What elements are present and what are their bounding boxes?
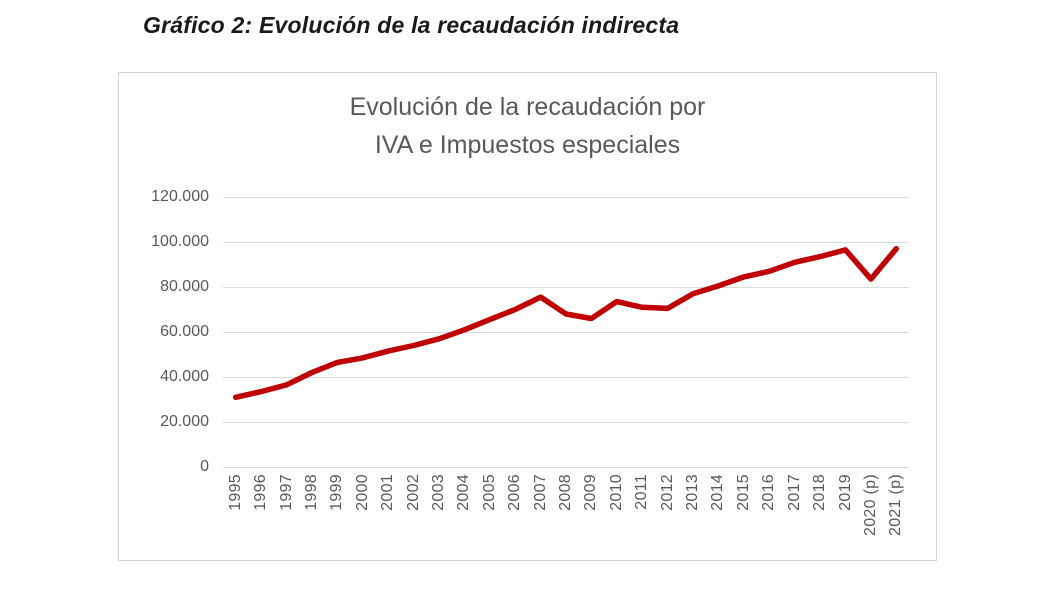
- x-axis-tick-label: 2005: [480, 474, 498, 511]
- x-axis: 1995 1996 1997 1998 1999 2000 2001 2002 2003 2004…: [223, 474, 909, 559]
- gridline: [223, 467, 909, 468]
- x-axis-tick-label: 2012: [658, 474, 676, 511]
- x-axis-tick-label: 2014: [709, 474, 727, 511]
- x-axis-tick-label: 2020 (p): [861, 474, 879, 536]
- x-axis-tick-label: 1999: [328, 474, 346, 511]
- y-axis-tick-label: 0: [200, 458, 209, 475]
- x-axis-tick-label: 2003: [430, 474, 447, 511]
- plot-area: [223, 197, 909, 468]
- x-axis-tick-label: 2016: [760, 474, 778, 511]
- chart-title-line-2: IVA e Impuestos especiales: [374, 131, 681, 159]
- x-axis-tick-label: 2018: [811, 474, 829, 511]
- x-axis-tick-label: 2002: [404, 474, 422, 511]
- gridline: [223, 287, 909, 288]
- gridline: [223, 197, 909, 198]
- y-axis-tick-label: 20.000: [160, 413, 209, 430]
- gridline: [223, 377, 909, 378]
- x-axis-tick-label: 2004: [455, 474, 473, 511]
- x-axis-tick-label: 2010: [607, 474, 625, 511]
- x-axis-tick-label: 2009: [582, 474, 600, 511]
- data-line-layer: [232, 245, 900, 401]
- x-axis-tick-label: 1997: [277, 474, 295, 511]
- x-axis-tick-label: 2013: [684, 474, 701, 511]
- x-axis-tick-label: 1996: [252, 474, 270, 511]
- x-axis-tick-label: 2001: [379, 474, 397, 511]
- x-axis-tick-label: 2006: [506, 474, 524, 511]
- x-axis-tick-label: 2019: [836, 474, 854, 511]
- y-axis-tick-label: 80.000: [160, 278, 209, 295]
- gridline: [223, 242, 909, 243]
- x-axis-tick-label: 2015: [734, 474, 752, 511]
- y-axis-tick-label: 60.000: [160, 323, 209, 340]
- y-axis-tick-label: 100.000: [151, 233, 209, 250]
- x-axis-tick-label: 1995: [226, 474, 244, 511]
- y-axis-tick-label: 120.000: [151, 188, 209, 205]
- y-axis: 0 20.000 40.000 60.000 80.000 100.000 120.000: [119, 188, 209, 475]
- x-axis-tick-label: 2007: [531, 474, 549, 511]
- gridline: [223, 332, 909, 333]
- chart-title-line-1: Evolución de la recaudación por: [349, 93, 706, 121]
- x-axis-tick-label: 2000: [353, 474, 371, 511]
- x-axis-tick-label: 2021 (p): [887, 474, 905, 536]
- x-axis-tick-label: 2011: [633, 474, 651, 510]
- figure-caption: Gráfico 2: Evolución de la recaudación i…: [143, 12, 680, 38]
- x-axis-tick-label: 2017: [785, 474, 803, 511]
- chart-title: Evolución de la recaudación por IVA e Im…: [119, 88, 936, 164]
- x-axis-tick-label: 2008: [557, 474, 574, 511]
- gridline: [223, 422, 909, 423]
- x-axis-tick-label: 1998: [302, 474, 320, 511]
- data-line: [232, 245, 900, 401]
- chart: Evolución de la recaudación por IVA e Im…: [118, 72, 937, 561]
- y-axis-tick-label: 40.000: [160, 368, 209, 385]
